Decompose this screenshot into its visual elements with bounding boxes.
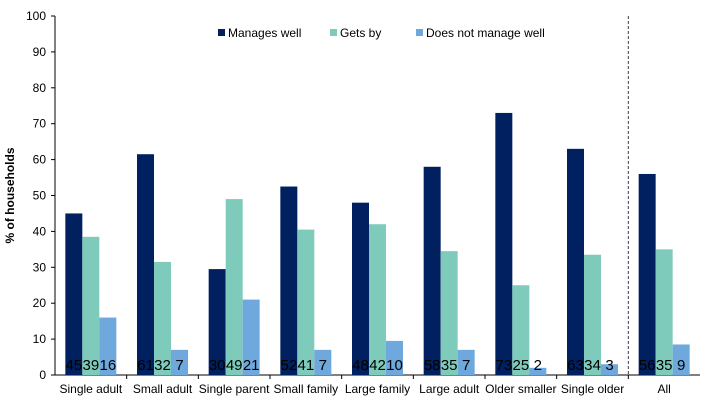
bar — [65, 213, 83, 375]
x-tick-label: Large family — [345, 382, 410, 396]
data-label: 9 — [677, 357, 685, 374]
bar — [423, 166, 441, 375]
data-label: 52 — [280, 357, 297, 374]
data-label: 56 — [639, 357, 656, 374]
y-axis-title: % of households — [3, 147, 17, 243]
bar — [137, 154, 154, 375]
bar — [352, 202, 369, 375]
bar — [495, 112, 513, 376]
x-tick-label: Small family — [273, 382, 338, 396]
x-tick-label: All — [657, 382, 670, 396]
data-label: 7 — [462, 357, 470, 374]
y-tick-label: 100 — [26, 9, 46, 23]
data-label: 7 — [175, 357, 183, 374]
bar — [225, 199, 243, 375]
bars — [65, 112, 690, 376]
bar — [386, 340, 403, 375]
bar — [567, 148, 584, 375]
bar — [638, 173, 656, 375]
data-label: 3 — [605, 357, 613, 374]
data-label: 34 — [584, 357, 601, 374]
data-label: 48 — [352, 357, 369, 374]
data-label: 35 — [441, 357, 458, 374]
y-tick-label: 50 — [33, 189, 47, 203]
bar — [99, 317, 117, 375]
data-label: 42 — [369, 357, 386, 374]
data-label: 49 — [226, 357, 243, 374]
y-tick-label: 40 — [33, 224, 47, 238]
legend-label: Gets by — [340, 26, 381, 40]
y-tick-label: 60 — [33, 153, 47, 167]
legend-swatch — [416, 29, 423, 36]
y-tick-label: 30 — [33, 260, 47, 274]
legend-swatch — [330, 29, 337, 36]
y-tick-label: 0 — [39, 368, 46, 382]
data-label: 58 — [424, 357, 441, 374]
bar — [672, 344, 690, 375]
y-axis: 0 10 20 30 40 50 60 70 80 90 100 — [26, 9, 56, 382]
data-label: 32 — [154, 357, 171, 374]
bar — [655, 249, 673, 375]
data-label: 10 — [386, 357, 403, 374]
legend-label: Does not manage well — [426, 26, 545, 40]
bar — [512, 285, 530, 375]
y-tick-label: 80 — [33, 81, 47, 95]
x-tick-label: Small adult — [133, 382, 193, 396]
y-tick-label: 10 — [33, 332, 47, 346]
data-label: 73 — [495, 357, 512, 374]
bar — [280, 186, 298, 375]
x-tick-label: Large adult — [419, 382, 480, 396]
bar — [208, 269, 226, 375]
data-label: 2 — [534, 357, 542, 374]
x-tick-label: Single older — [561, 382, 624, 396]
bar — [584, 254, 601, 375]
data-label: 21 — [243, 357, 260, 374]
legend: Manages well Gets by Does not manage well — [218, 26, 545, 40]
y-tick-label: 20 — [33, 296, 47, 310]
y-tick-label: 70 — [33, 117, 47, 131]
bar — [242, 299, 260, 375]
legend-label: Manages well — [228, 26, 301, 40]
x-tick-label: Older smaller — [485, 382, 556, 396]
data-label: 41 — [297, 357, 314, 374]
data-label: 35 — [656, 357, 673, 374]
bar — [529, 367, 547, 375]
data-label: 39 — [82, 357, 99, 374]
bar — [314, 349, 332, 375]
bar — [369, 224, 386, 375]
bar — [440, 251, 458, 375]
data-labels: 45 39 16 61 32 7 30 49 21 52 41 7 48 42 10 58 35 7 73 25 2 63… — [65, 357, 685, 374]
y-tick-label: 90 — [33, 45, 47, 59]
bar — [457, 349, 475, 375]
legend-swatch — [218, 29, 225, 36]
bar — [601, 364, 618, 375]
data-label: 25 — [512, 357, 529, 374]
data-label: 16 — [99, 357, 116, 374]
x-tick-label: Single parent — [199, 382, 270, 396]
bar — [154, 261, 171, 375]
bar — [171, 349, 188, 375]
bar — [82, 236, 100, 375]
x-tick-label: Single adult — [59, 382, 122, 396]
data-label: 61 — [137, 357, 154, 374]
data-label: 7 — [319, 357, 327, 374]
data-label: 63 — [567, 357, 584, 374]
bar — [297, 229, 315, 375]
data-label: 30 — [209, 357, 226, 374]
data-label: 45 — [65, 357, 82, 374]
